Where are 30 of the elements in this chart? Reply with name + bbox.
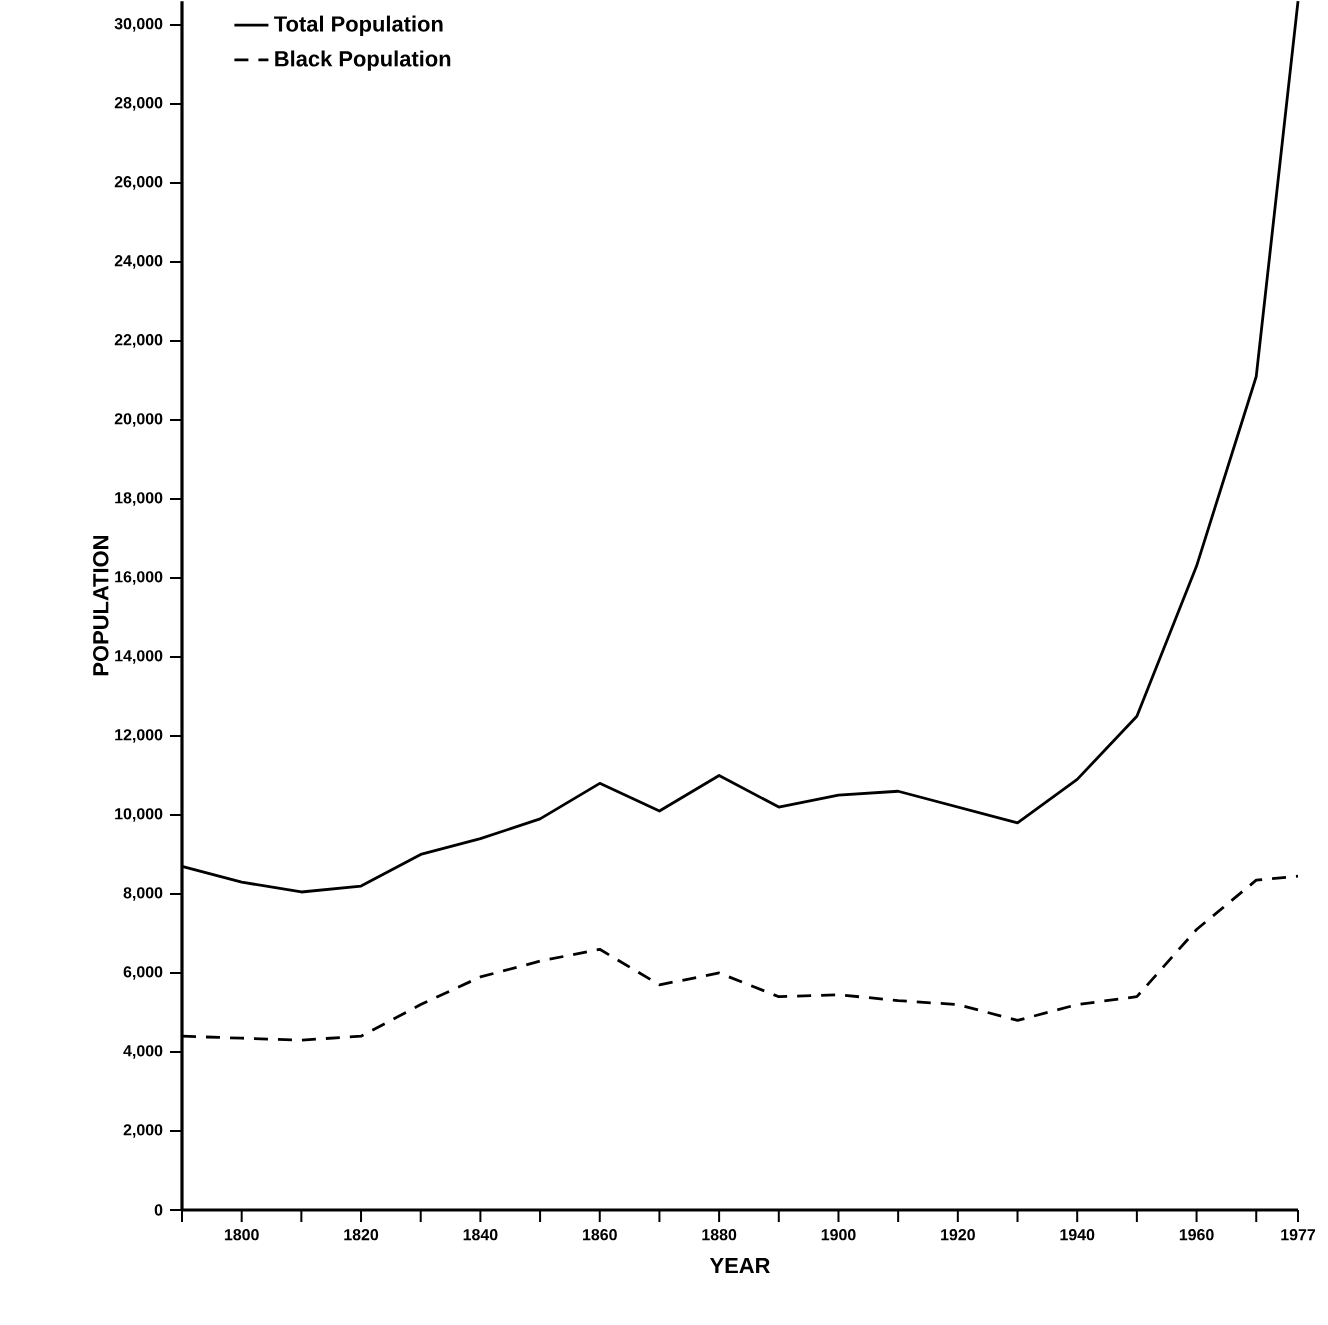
y-tick-label: 10,000 <box>115 808 163 822</box>
x-tick-label: 1880 <box>702 1229 737 1241</box>
x-tick-label: 1940 <box>1060 1229 1095 1241</box>
y-tick-label: 30,000 <box>114 18 163 32</box>
y-tick-label: 16,000 <box>115 571 163 585</box>
y-axis-title: POPULATION <box>93 536 109 676</box>
x-tick-label: 1800 <box>224 1229 259 1241</box>
y-tick-label: 18,000 <box>115 492 163 506</box>
y-tick-label: 8,000 <box>123 887 163 901</box>
y-tick-label: 24,000 <box>114 255 163 269</box>
y-tick-label: 12,000 <box>115 729 163 743</box>
x-tick-label: 1860 <box>583 1229 617 1241</box>
x-tick-label: 1840 <box>463 1229 498 1241</box>
y-tick-label: 6,000 <box>123 966 163 980</box>
y-tick-label: 26,000 <box>114 176 163 190</box>
legend-label: Total Population <box>274 15 443 37</box>
y-tick-label: 28,000 <box>114 97 163 111</box>
y-tick-label: 22,000 <box>114 334 163 348</box>
y-tick-label: 20,000 <box>114 413 163 427</box>
x-tick-label: 1960 <box>1179 1229 1214 1241</box>
x-tick-label: 1920 <box>941 1229 975 1241</box>
x-tick-label: 1900 <box>821 1229 856 1241</box>
y-tick-label: 2,000 <box>123 1124 163 1138</box>
legend-label: Black Population <box>275 50 451 71</box>
x-axis-title: YEAR <box>709 1258 770 1274</box>
y-tick-label: 4,000 <box>123 1045 163 1059</box>
y-tick-label: 0 <box>154 1204 163 1216</box>
y-tick-label: 14,000 <box>115 650 163 664</box>
x-tick-label: 1820 <box>344 1229 379 1241</box>
x-tick-label: 1977 <box>1281 1229 1316 1241</box>
